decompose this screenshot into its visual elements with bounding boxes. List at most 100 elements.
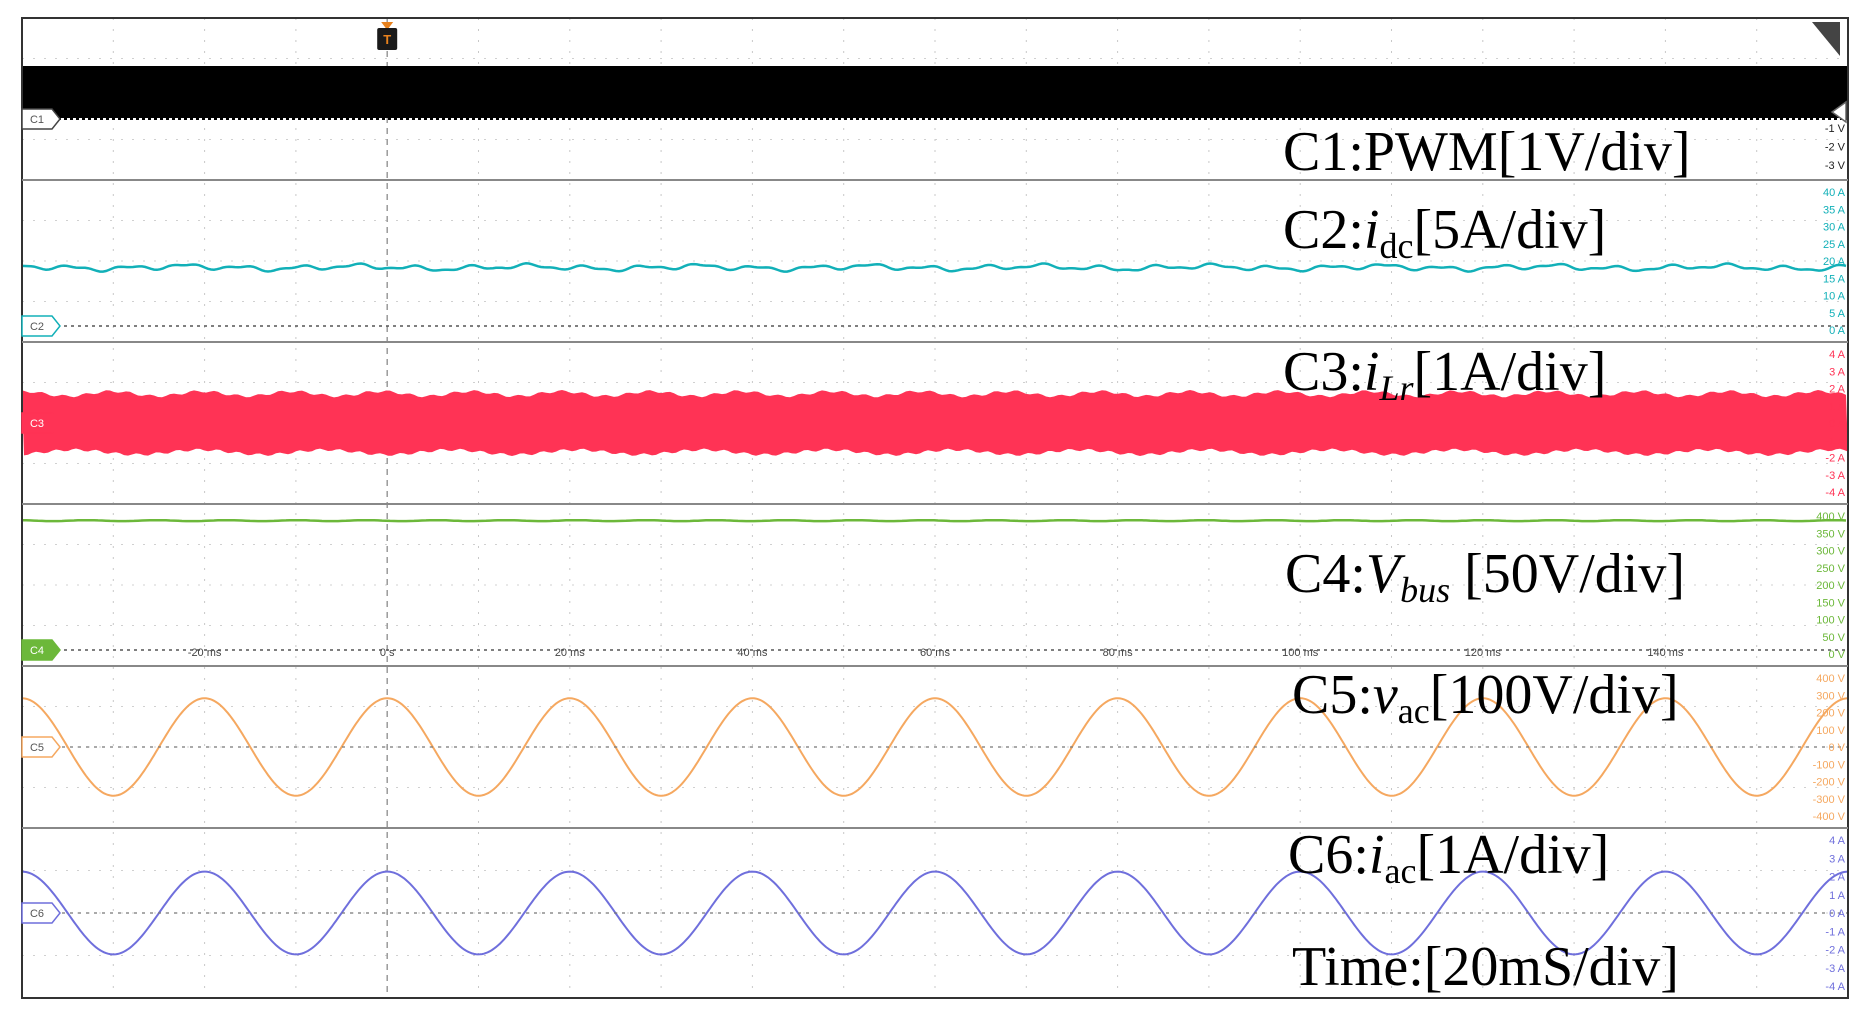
y-tick-label-c2: 10 A: [1823, 291, 1846, 303]
channel-label-c1: C1:PWM[1V/div]: [1283, 121, 1691, 183]
x-tick-label: 0 s: [380, 647, 395, 659]
y-tick-label-c6: 1 A: [1829, 890, 1846, 902]
channel-label-c5: C5:vac[100V/div]: [1292, 664, 1679, 731]
channel-tag-shape: [21, 315, 61, 337]
scope-frame: [21, 17, 1849, 999]
y-tick-label-c1: -1 V: [1825, 123, 1846, 135]
y-tick-label-c3: 2 A: [1829, 384, 1846, 396]
y-tick-label-c2: 30 A: [1823, 222, 1846, 234]
channel-tag-c5: C5: [21, 736, 61, 758]
y-tick-label-c2: 40 A: [1823, 187, 1846, 199]
trigger-label: T: [383, 32, 391, 47]
channel-label-c4: C4:Vbus [50V/div]: [1285, 543, 1685, 610]
channel-tag-label: C6: [30, 908, 44, 920]
channel-tag-c6: C6: [21, 902, 61, 924]
y-tick-label-c3: 1 A: [1829, 401, 1846, 413]
label-fragment: C5:: [1292, 664, 1373, 726]
channel-tag-label: C4: [30, 645, 44, 657]
x-tick-label: 60 ms: [920, 647, 950, 659]
time-scale-label: Time:[20mS/div]: [1292, 936, 1679, 998]
y-tick-label-c5: 300 V: [1816, 690, 1845, 702]
label-fragment: [1A/div]: [1416, 824, 1609, 886]
trigger-arrow-icon: [381, 22, 394, 30]
channel-panels: [21, 17, 1849, 999]
label-fragment: v: [1373, 664, 1398, 726]
label-fragment: [1A/div]: [1414, 341, 1607, 403]
channel-labels: C1:PWM[1V/div]C2:idc[5A/div]C3:iLr[1A/di…: [1283, 121, 1691, 998]
channel-label-c3: C3:iLr[1A/div]: [1283, 341, 1606, 408]
label-fragment: ac: [1398, 691, 1430, 731]
channel-label-c2: C2:idc[5A/div]: [1283, 199, 1606, 266]
label-fragment: dc: [1379, 226, 1413, 266]
channel-tag-label: C3: [30, 418, 44, 430]
channel-tag-c2: C2: [21, 315, 61, 337]
y-tick-label-c1: -2 V: [1825, 142, 1846, 154]
trigger-marker: T: [377, 22, 398, 50]
y-tick-label-c2: 20 A: [1823, 256, 1846, 268]
y-tick-label-c5: 200 V: [1816, 708, 1845, 720]
label-fragment: C1:PWM[1V/div]: [1283, 121, 1691, 183]
y-tick-label-c6: 0 A: [1829, 908, 1846, 920]
channel-tag-c1: C1: [21, 108, 61, 130]
idc-trace: [21, 262, 1847, 273]
label-fragment: [5A/div]: [1413, 199, 1606, 261]
x-tick-label: 100 ms: [1282, 647, 1319, 659]
y-tick-label-c4: 0 V: [1828, 649, 1845, 661]
label-fragment: [100V/div]: [1430, 664, 1679, 726]
label-fragment: i: [1364, 199, 1380, 261]
label-fragment: C3:: [1283, 341, 1364, 403]
y-tick-label-c6: -1 A: [1825, 926, 1845, 938]
y-tick-label-c4: 300 V: [1816, 546, 1845, 558]
y-tick-label-c3: -2 A: [1825, 453, 1845, 465]
y-tick-label-c5: 400 V: [1816, 673, 1845, 685]
channel-tag-shape: [21, 736, 61, 758]
x-tick-label: -20 ms: [188, 647, 222, 659]
vac-trace: [21, 697, 1849, 797]
label-fragment: C6:: [1288, 824, 1369, 886]
label-fragment: C2:: [1283, 199, 1364, 261]
ilr-trace-band: [22, 390, 1848, 456]
y-tick-label-c6: -3 A: [1825, 963, 1845, 975]
waveforms: [21, 66, 1849, 956]
channel-tag-label: C2: [30, 321, 44, 333]
label-fragment: ac: [1384, 851, 1416, 891]
x-tick-label: 140 ms: [1647, 647, 1684, 659]
y-tick-label-c6: 2 A: [1829, 872, 1846, 884]
y-tick-label-c5: -200 V: [1813, 777, 1846, 789]
y-tick-label-c3: 0 A: [1829, 418, 1846, 430]
y-tick-label-c3: 3 A: [1829, 366, 1846, 378]
label-fragment: [50V/div]: [1450, 543, 1685, 605]
y-tick-label-c2: 15 A: [1823, 273, 1846, 285]
label-fragment: i: [1369, 824, 1385, 886]
pwm-trace-band: [22, 66, 1848, 118]
channel-tag-label: C5: [30, 742, 44, 754]
y-tick-label-c4: 100 V: [1816, 615, 1845, 627]
scope-annotations: -20 ms 0 s 20 ms 40 ms 60 ms 80 ms 100 ms 120 m…: [21, 22, 1847, 993]
y-tick-label-c2: 25 A: [1823, 239, 1846, 251]
y-tick-label-c4: 200 V: [1816, 580, 1845, 592]
y-tick-label-c6: -2 A: [1825, 945, 1845, 957]
y-tick-label-c6: 3 A: [1829, 853, 1846, 865]
channel-tag-shape: [21, 412, 61, 434]
channel-tag-label: C1: [30, 114, 44, 126]
vbus-trace: [21, 518, 1847, 523]
channel-tag-shape: [21, 108, 61, 130]
x-tick-label: 40 ms: [737, 647, 767, 659]
y-tick-label-c3: 4 A: [1829, 349, 1846, 361]
y-tick-label-c6: 4 A: [1829, 835, 1846, 847]
y-tick-label-c3: -3 A: [1825, 470, 1845, 482]
y-tick-label-c3: -4 A: [1825, 487, 1845, 499]
y-tick-label-c5: 100 V: [1816, 725, 1845, 737]
iac-trace: [21, 870, 1849, 956]
label-fragment: V: [1366, 543, 1406, 605]
y-tick-label-c2: 5 A: [1829, 308, 1846, 320]
channel-label-c6: C6:iac[1A/div]: [1288, 824, 1609, 891]
y-tick-label-c5: 0 V: [1828, 742, 1845, 754]
channel-tag-c3: C3: [21, 412, 61, 434]
label-fragment: C4:: [1285, 543, 1366, 605]
y-tick-label-c3: -1 A: [1825, 435, 1845, 447]
label-fragment: Lr: [1378, 368, 1414, 408]
y-tick-label-c4: 350 V: [1816, 528, 1845, 540]
label-fragment: i: [1364, 341, 1380, 403]
